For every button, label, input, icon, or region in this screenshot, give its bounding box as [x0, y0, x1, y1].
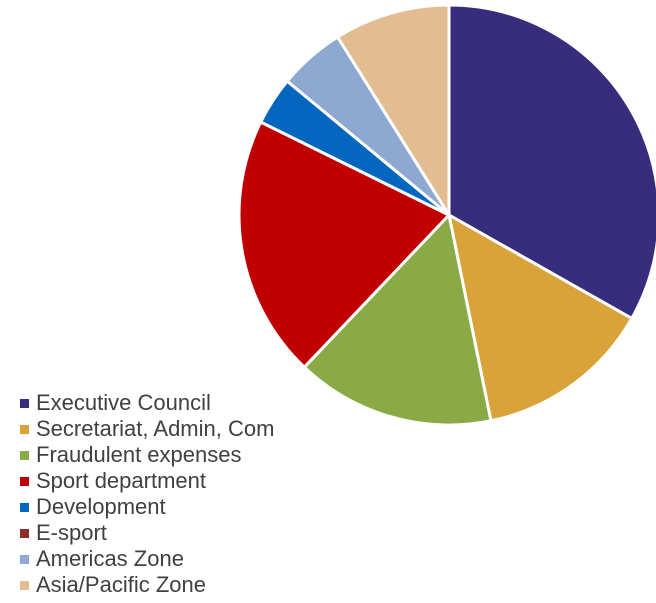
- legend-label: Asia/Pacific Zone: [36, 572, 206, 597]
- legend-label: Executive Council: [36, 390, 211, 415]
- legend-swatch: [20, 398, 29, 408]
- legend-item-e-sport: E-sport: [20, 520, 274, 546]
- legend-swatch: [20, 424, 29, 434]
- legend-swatch: [20, 528, 29, 538]
- legend-item-secretariat: Secretariat, Admin, Com: [20, 416, 274, 442]
- legend-item-executive-council: Executive Council: [20, 390, 274, 416]
- legend-label: Development: [36, 494, 166, 519]
- legend-item-fraudulent-expenses: Fraudulent expenses: [20, 442, 274, 468]
- pie-slice-executive-council: [447, 3, 656, 320]
- legend-swatch: [20, 502, 29, 512]
- legend-item-sport-department: Sport department: [20, 468, 274, 494]
- chart-legend: Executive Council Secretariat, Admin, Co…: [20, 390, 274, 598]
- pie-slice-asia-pacific-zone: [336, 3, 451, 217]
- legend-swatch: [20, 554, 29, 564]
- legend-label: Americas Zone: [36, 546, 184, 571]
- legend-item-americas-zone: Americas Zone: [20, 546, 274, 572]
- legend-item-asia-pacific-zone: Asia/Pacific Zone: [20, 572, 274, 598]
- pie-slice-fraudulent-expenses: [302, 213, 493, 427]
- legend-item-development: Development: [20, 494, 274, 520]
- legend-label: Sport department: [36, 468, 206, 493]
- legend-swatch: [20, 580, 29, 590]
- legend-swatch: [20, 476, 29, 486]
- pie-slice-secretariat-admin-com: [447, 213, 634, 423]
- legend-label: Fraudulent expenses: [36, 442, 242, 467]
- legend-swatch: [20, 450, 29, 460]
- legend-label: E-sport: [36, 520, 107, 545]
- legend-label: Secretariat, Admin, Com: [36, 416, 275, 441]
- pie-slice-sport-department: [237, 120, 451, 369]
